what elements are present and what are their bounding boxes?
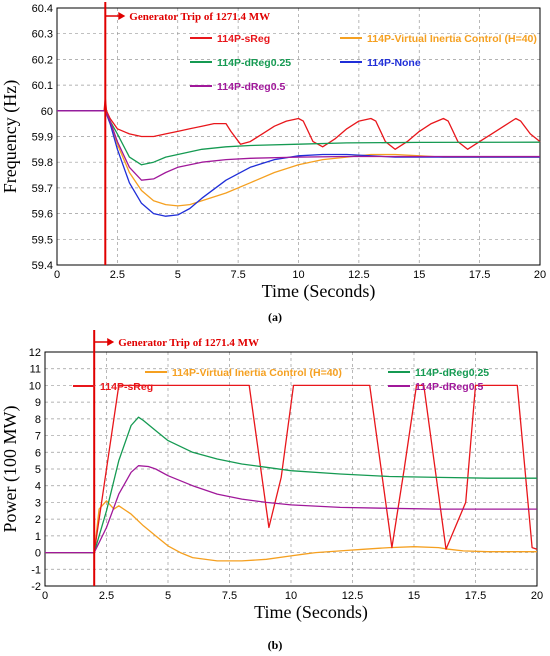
y-tick-label: 59.7 [32,183,53,195]
x-tick-label: 5 [165,590,171,602]
x-tick-label: 17.5 [465,590,486,602]
y-tick-label: 9 [35,397,41,409]
legend-label-114p-dreg0-5: 114P-dReg0.5 [217,81,285,93]
series-line-114p-dreg0-25 [45,416,537,554]
y-tick-label: 60.3 [32,29,53,41]
x-axis-title: Time (Seconds) [254,602,368,623]
y-tick-label: 12 [29,347,41,359]
x-tick-label: 15 [413,269,425,281]
y-tick-label: 59.6 [32,209,53,221]
x-tick-label: 12.5 [342,590,363,602]
x-tick-label: 15 [408,590,420,602]
panel-label-a: (a) [268,310,282,324]
y-tick-label: 59.4 [32,260,53,272]
y-tick-label: 2 [35,514,41,526]
legend-label-114p-none: 114P-None [367,57,421,69]
x-tick-label: 2.5 [110,269,125,281]
legend-label-114p-virtual-inertia-control-h-40-: 114P-Virtual Inertia Control (H=40) [367,33,537,45]
x-tick-label: 7.5 [230,269,245,281]
y-tick-label: 59.5 [32,234,53,246]
y-tick-label: 59.9 [32,132,53,144]
series-line-114p-dreg0-5 [45,465,537,554]
series-line-114p-sreg [57,97,541,150]
series-line-114p-virtual-inertia-control-h-40- [45,500,537,562]
series-line-114p-virtual-inertia-control-h-40- [57,110,540,207]
x-tick-label: 17.5 [469,269,490,281]
x-tick-label: 10 [292,269,304,281]
x-tick-label: 0 [54,269,60,281]
y-tick-label: 3 [35,497,41,509]
y-tick-label: 10 [29,380,41,392]
y-tick-label: 60.4 [32,3,53,15]
y-tick-label: 0 [35,548,41,560]
power-chart: 0 2.5 5 7.5 10 12.5 15 17.5 20-2-101234567891011… [0,330,543,623]
event-annotation: Generator Trip of 1271.4 MW [118,337,259,349]
legend-label-114p-sreg: 114P-sReg [100,381,153,393]
series-line-114p-dreg0-5 [57,110,540,181]
y-tick-label: 60 [41,106,53,118]
plot-frame [44,351,538,587]
y-tick-label: 1 [35,531,41,543]
legend-label-114p-virtual-inertia-control-h-40-: 114P-Virtual Inertia Control (H=40) [172,367,342,379]
x-tick-label: 12.5 [348,269,369,281]
y-tick-label: 6 [35,447,41,459]
y-tick-label: -1 [31,564,41,576]
x-tick-label: 20 [531,590,543,602]
y-axis-title: Frequency (Hz) [0,80,21,193]
panel-label-b: (b) [267,638,283,652]
x-axis-title: Time (Seconds) [262,281,376,302]
y-tick-label: 60.2 [32,54,53,66]
frequency-chart: 0 2.5 5 7.5 10 12.5 15 17.5 20 59.4 59.5 59.6 59.7 59… [0,2,546,302]
legend-label-114p-dreg0-5: 114P-dReg0.5 [415,381,483,393]
y-tick-label: 60.1 [32,80,53,92]
y-tick-label: 7 [35,431,41,443]
y-tick-label: 4 [35,481,41,493]
y-axis-title: Power (100 MW) [0,406,21,533]
series-line-114p-none [57,110,540,217]
x-tick-label: 0 [42,590,48,602]
y-tick-label: 5 [35,464,41,476]
y-tick-label: 59.8 [32,157,53,169]
x-tick-label: 5 [175,269,181,281]
event-arrow-head [118,12,126,20]
y-tick-label: -2 [31,581,41,593]
plot-frame [56,7,541,266]
x-tick-label: 2.5 [99,590,114,602]
x-tick-label: 20 [534,269,546,281]
event-annotation: Generator Trip of 1271.4 MW [129,11,270,23]
legend-label-114p-dreg0-25: 114P-dReg0.25 [415,367,489,379]
legend-label-114p-dreg0-25: 114P-dReg0.25 [217,57,291,69]
y-tick-label: 11 [30,364,41,376]
x-tick-label: 10 [285,590,297,602]
legend-label-114p-sreg: 114P-sReg [217,33,270,45]
event-arrow-head [107,338,115,346]
y-tick-label: 8 [35,414,41,426]
x-tick-label: 7.5 [222,590,237,602]
